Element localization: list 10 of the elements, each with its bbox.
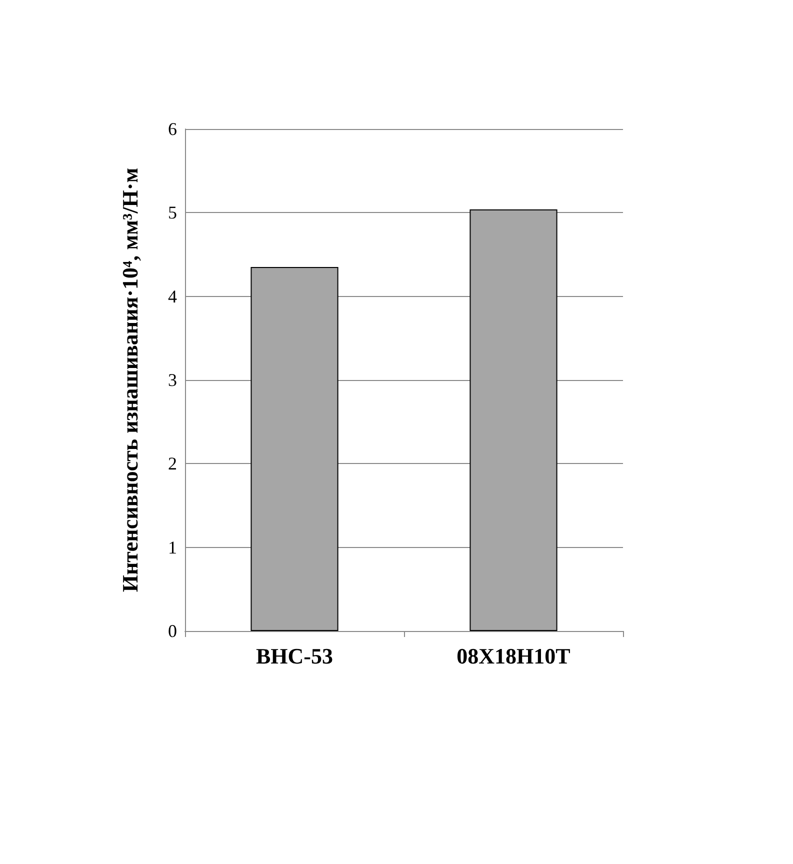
y-tick-label: 6	[168, 119, 177, 139]
y-tick-label: 3	[168, 370, 177, 390]
x-tick-label: 08Х18Н10Т	[456, 644, 571, 668]
y-tick-label: 2	[168, 454, 177, 474]
y-tick-label: 5	[168, 202, 177, 223]
y-tick-label: 4	[168, 286, 177, 306]
y-tick-label: 1	[168, 537, 177, 558]
y-axis-title: Интенсивность изнашивания·10⁴, мм³/Н·м	[118, 168, 142, 592]
y-tick-label: 0	[168, 621, 177, 641]
x-tick-label: ВНС-53	[256, 644, 333, 668]
